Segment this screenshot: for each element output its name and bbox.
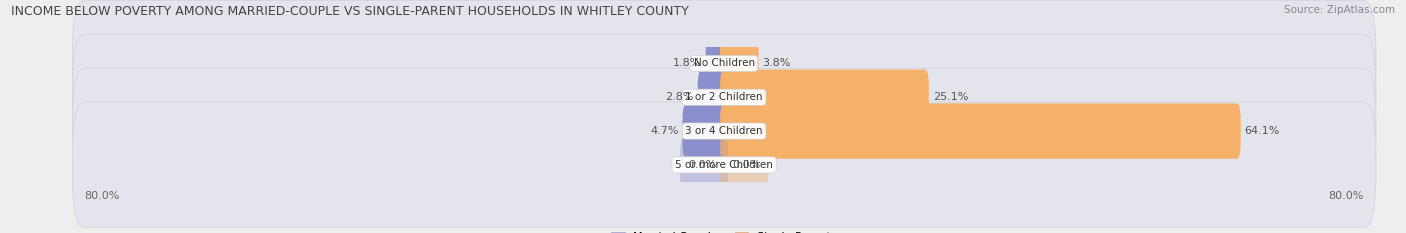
Text: 80.0%: 80.0% [84, 191, 120, 201]
FancyBboxPatch shape [720, 103, 1240, 159]
Text: 3.8%: 3.8% [762, 58, 790, 69]
Text: 3 or 4 Children: 3 or 4 Children [685, 126, 763, 136]
FancyBboxPatch shape [72, 34, 1376, 160]
FancyBboxPatch shape [681, 137, 728, 192]
Text: 5 or more Children: 5 or more Children [675, 160, 773, 170]
FancyBboxPatch shape [720, 137, 768, 192]
FancyBboxPatch shape [697, 70, 728, 125]
Text: 25.1%: 25.1% [932, 92, 969, 102]
Text: 1.8%: 1.8% [673, 58, 702, 69]
FancyBboxPatch shape [72, 1, 1376, 126]
Text: No Children: No Children [693, 58, 755, 69]
FancyBboxPatch shape [706, 36, 728, 91]
FancyBboxPatch shape [72, 68, 1376, 194]
Text: 2.8%: 2.8% [665, 92, 693, 102]
Legend: Married Couples, Single Parents: Married Couples, Single Parents [607, 227, 841, 233]
Text: 80.0%: 80.0% [1329, 191, 1364, 201]
FancyBboxPatch shape [720, 36, 758, 91]
Text: 1 or 2 Children: 1 or 2 Children [685, 92, 763, 102]
FancyBboxPatch shape [720, 70, 929, 125]
FancyBboxPatch shape [72, 102, 1376, 228]
Text: INCOME BELOW POVERTY AMONG MARRIED-COUPLE VS SINGLE-PARENT HOUSEHOLDS IN WHITLEY: INCOME BELOW POVERTY AMONG MARRIED-COUPL… [11, 5, 689, 18]
Text: 0.0%: 0.0% [688, 160, 716, 170]
Text: Source: ZipAtlas.com: Source: ZipAtlas.com [1284, 5, 1395, 15]
Text: 0.0%: 0.0% [733, 160, 761, 170]
Text: 4.7%: 4.7% [650, 126, 679, 136]
FancyBboxPatch shape [682, 103, 728, 159]
Text: 64.1%: 64.1% [1244, 126, 1279, 136]
